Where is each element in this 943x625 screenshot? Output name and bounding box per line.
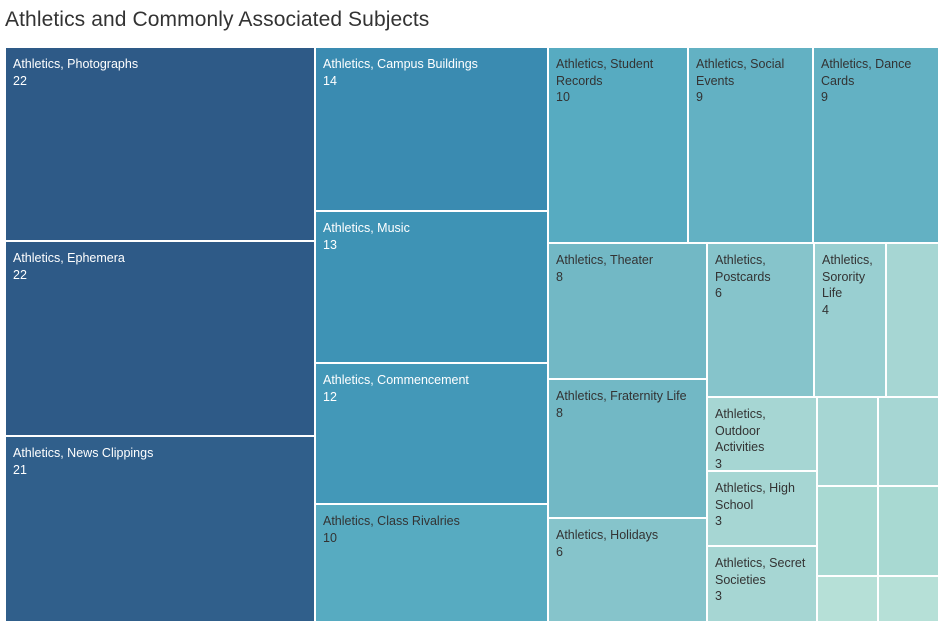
cell-value: 9 — [821, 90, 828, 104]
cell-value: 13 — [323, 237, 337, 252]
cell-label: Athletics, Student Records — [556, 57, 654, 88]
treemap-cell[interactable] — [878, 576, 939, 622]
treemap-cell[interactable] — [817, 486, 878, 576]
cell-label: Athletics, Theater — [556, 253, 654, 267]
treemap-cell[interactable]: Athletics, Social Events 9 — [688, 47, 813, 243]
treemap-cell[interactable]: Athletics, News Clippings 21 — [5, 436, 315, 622]
treemap-cell[interactable] — [817, 576, 878, 622]
cell-label: Athletics, High School — [715, 481, 795, 512]
treemap-cell[interactable]: Athletics, Commencement 12 — [315, 363, 548, 504]
treemap-cell[interactable]: Athletics, High School 3 — [707, 471, 817, 546]
cell-value: 3 — [715, 514, 722, 528]
cell-label: Athletics, News Clippings — [13, 446, 154, 460]
cell-label: Athletics, Dance Cards — [821, 57, 912, 88]
cell-label: Athletics, Holidays — [556, 528, 659, 542]
cell-label: Athletics, Commencement — [323, 373, 469, 387]
cell-label: Athletics, Class Rivalries — [323, 514, 460, 528]
treemap-cell[interactable]: Athletics, Student Records 10 — [548, 47, 688, 243]
cell-value: 10 — [556, 90, 570, 104]
cell-label: Athletics, Social Events — [696, 57, 785, 88]
cell-label: Athletics, Music — [323, 221, 410, 235]
treemap-cell[interactable] — [878, 397, 939, 486]
cell-value: 8 — [556, 269, 563, 284]
cell-label: Athletics, Fraternity Life — [556, 389, 687, 403]
cell-label: Athletics, Postcards — [715, 253, 771, 284]
cell-value: 3 — [715, 456, 722, 471]
cell-value: 3 — [715, 589, 722, 603]
cell-label: Athletics, Photographs — [13, 57, 139, 71]
cell-value: 14 — [323, 73, 337, 88]
treemap-cell[interactable]: Athletics, Postcards 6 — [707, 243, 814, 397]
treemap-cell[interactable]: Athletics, Dance Cards 9 — [813, 47, 939, 243]
cell-value: 21 — [13, 462, 27, 477]
treemap-cell[interactable]: Athletics, Photographs 22 — [5, 47, 315, 241]
treemap-cell[interactable] — [886, 243, 939, 397]
cell-value: 22 — [13, 267, 27, 282]
cell-label: Athletics, Ephemera — [13, 251, 125, 265]
cell-value: 4 — [822, 302, 829, 317]
treemap-cell[interactable]: Athletics, Class Rivalries 10 — [315, 504, 548, 622]
cell-label: Athletics, Campus Buildings — [323, 57, 478, 71]
treemap-cell[interactable] — [817, 397, 878, 486]
cell-label: Athletics, Outdoor Activities — [715, 407, 766, 454]
treemap-cell[interactable]: Athletics, Fraternity Life 8 — [548, 379, 707, 518]
cell-value: 22 — [13, 73, 27, 88]
cell-value: 8 — [556, 405, 563, 420]
treemap-cell[interactable]: Athletics, Holidays 6 — [548, 518, 707, 622]
cell-value: 12 — [323, 389, 337, 404]
treemap-cell[interactable]: Athletics, Sorority Life 4 — [814, 243, 886, 397]
chart-title: Athletics and Commonly Associated Subjec… — [5, 8, 430, 31]
treemap-cell[interactable]: Athletics, Outdoor Activities 3 — [707, 397, 817, 471]
cell-label: Athletics, Sorority Life — [822, 253, 873, 300]
treemap-cell[interactable]: Athletics, Ephemera 22 — [5, 241, 315, 436]
cell-value: 9 — [696, 90, 703, 104]
treemap-cell[interactable]: Athletics, Campus Buildings 14 — [315, 47, 548, 211]
cell-value: 6 — [556, 544, 563, 559]
treemap-cell[interactable]: Athletics, Music 13 — [315, 211, 548, 363]
treemap-cell[interactable] — [878, 486, 939, 576]
treemap-cell[interactable]: Athletics, Secret Societies 3 — [707, 546, 817, 622]
cell-value: 10 — [323, 530, 337, 545]
cell-value: 6 — [715, 286, 722, 300]
cell-label: Athletics, Secret Societies — [715, 556, 806, 587]
treemap-cell[interactable]: Athletics, Theater 8 — [548, 243, 707, 379]
